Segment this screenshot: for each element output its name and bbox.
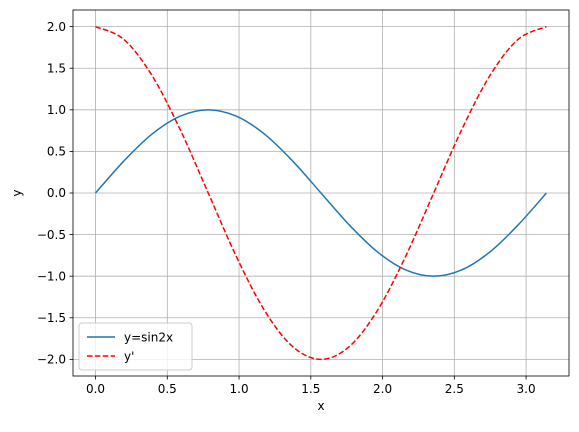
x-tick-label: 0.5 — [158, 382, 177, 396]
y-tick-label: 0.5 — [47, 145, 66, 159]
ticks: 0.0 0.5 1.0 1.5 2.0 2.5 3.0 −2.0 −1.5 −1.0 −0.5 0.0… — [37, 20, 536, 396]
y-tick-label: 0.0 — [47, 186, 66, 200]
y-tick-label: 2.0 — [47, 20, 66, 34]
series-group — [94, 25, 547, 361]
y-tick-label: −0.5 — [37, 228, 66, 242]
y-tick-label: 1.0 — [47, 103, 66, 117]
legend-box — [78, 322, 193, 371]
x-tick-label: 3.0 — [517, 382, 536, 396]
series-line-sin2x — [94, 109, 547, 277]
x-tick-label: 2.0 — [373, 382, 392, 396]
legend-label-derivative: y' — [124, 349, 134, 363]
y-tick-label: −1.5 — [37, 311, 66, 325]
series-line-derivative — [95, 25, 547, 361]
x-tick-label: 1.5 — [301, 382, 320, 396]
y-axis-label: y — [10, 189, 24, 196]
legend: y=sin2x y' — [78, 322, 193, 371]
x-tick-label: 2.5 — [445, 382, 464, 396]
legend-label-sin: y=sin2x — [124, 330, 173, 344]
x-tick-label: 0.0 — [86, 382, 105, 396]
y-tick-label: −1.0 — [37, 269, 66, 283]
y-tick-label: 1.5 — [47, 61, 66, 75]
x-tick-label: 1.0 — [230, 382, 249, 396]
x-axis-label: x — [317, 399, 324, 413]
y-tick-label: −2.0 — [37, 353, 66, 367]
